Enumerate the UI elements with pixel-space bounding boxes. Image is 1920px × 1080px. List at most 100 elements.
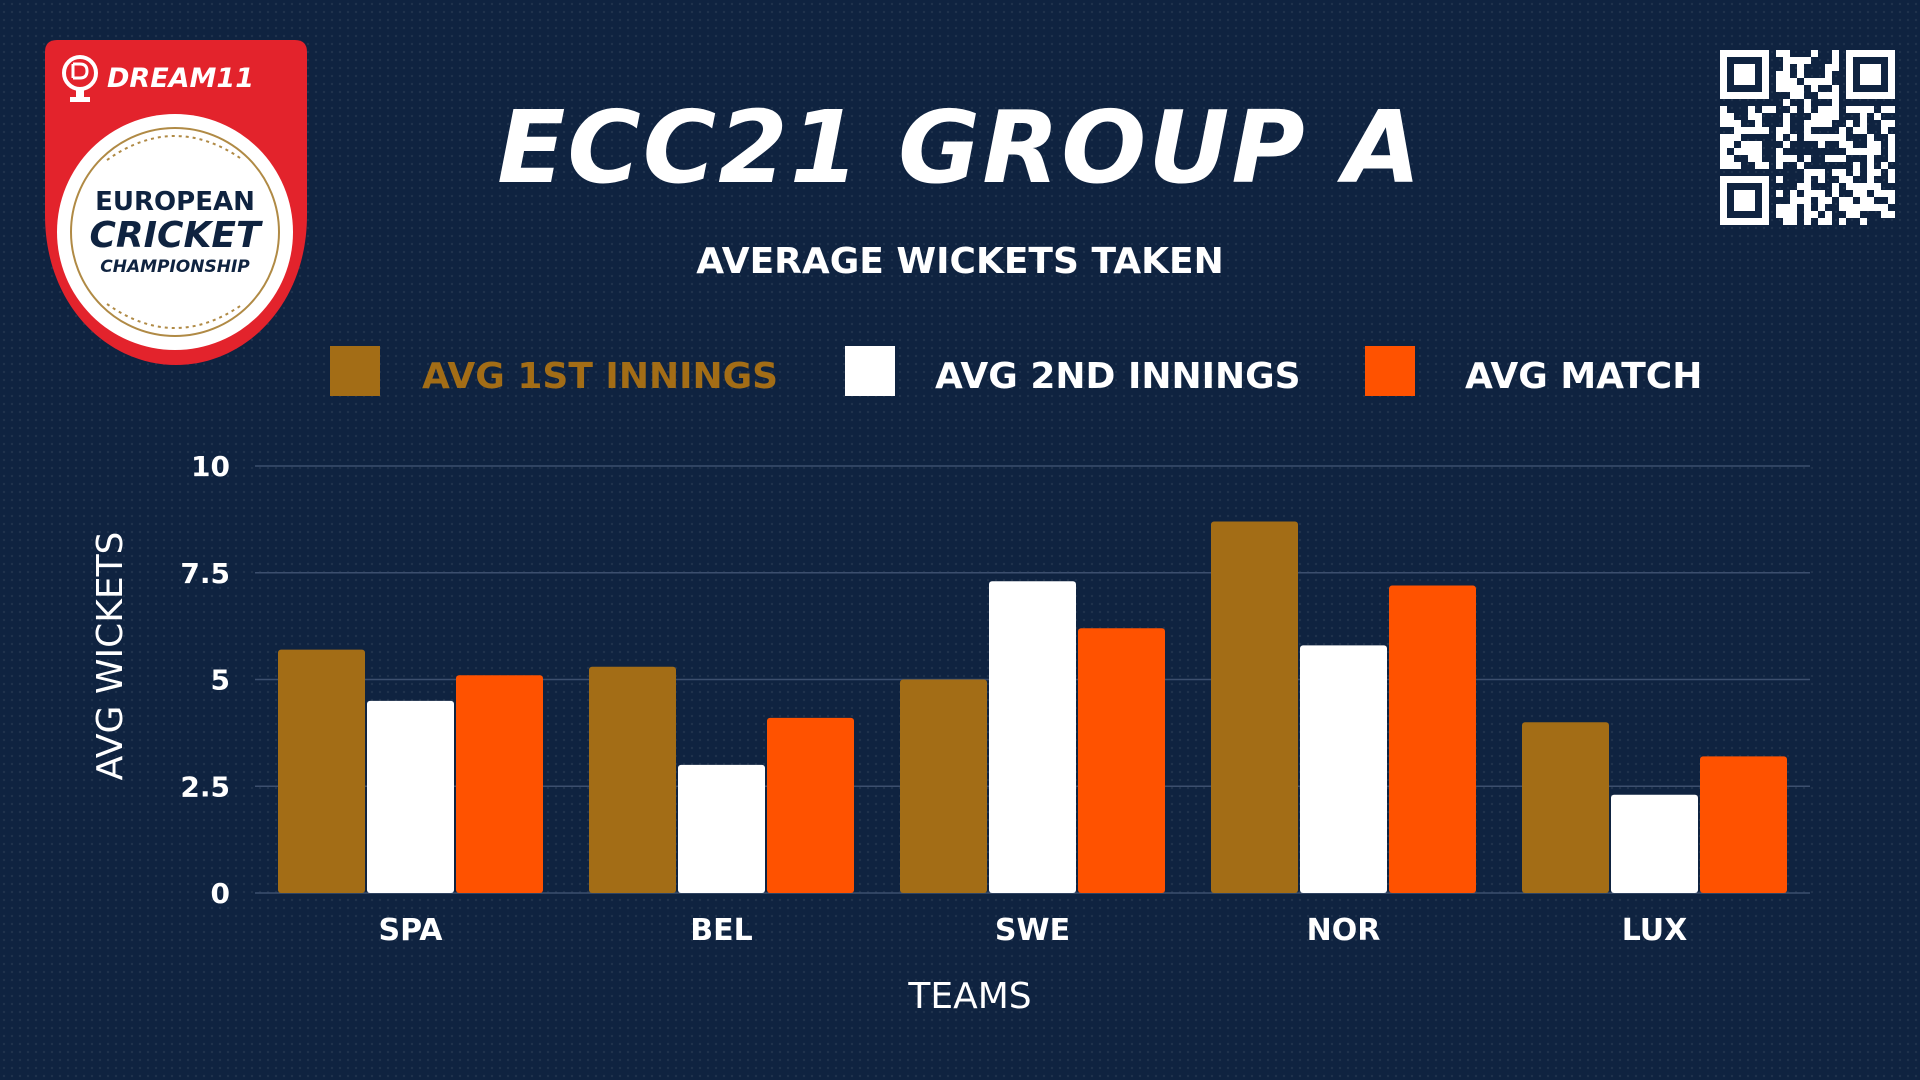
qr-module [1804, 99, 1811, 106]
qr-module [1839, 134, 1846, 141]
qr-module [1748, 127, 1755, 134]
qr-module [1790, 211, 1797, 218]
qr-module [1832, 57, 1839, 64]
qr-module [1720, 141, 1727, 148]
qr-module [1783, 218, 1790, 225]
qr-module [1748, 113, 1755, 120]
x-tick-label: SWE [995, 913, 1070, 948]
x-tick-label: NOR [1307, 913, 1381, 948]
x-axis-label: TEAMS [907, 976, 1031, 1017]
qr-module [1790, 197, 1797, 204]
qr-module [1755, 162, 1762, 169]
x-tick-label: SPA [378, 913, 443, 948]
qr-module [1853, 204, 1860, 211]
qr-module [1790, 85, 1797, 92]
qr-module [1811, 134, 1818, 141]
qr-module [1720, 162, 1727, 169]
qr-module [1867, 148, 1874, 155]
qr-module [1804, 134, 1811, 141]
qr-module [1867, 169, 1874, 176]
qr-module [1888, 197, 1895, 204]
qr-module [1720, 148, 1727, 155]
legend-label-2: AVG 2ND INNINGS [935, 356, 1301, 397]
page-title: ECC21 GROUP A [497, 89, 1423, 206]
bar-bel-series-2 [678, 764, 765, 893]
qr-module [1741, 127, 1748, 134]
qr-module [1853, 127, 1860, 134]
legend-label-3: AVG MATCH [1465, 356, 1702, 397]
qr-module [1881, 190, 1888, 197]
y-tick-label: 2.5 [180, 770, 230, 803]
qr-module [1818, 204, 1825, 211]
qr-module [1804, 190, 1811, 197]
qr-module [1825, 113, 1832, 120]
qr-module [1741, 148, 1748, 155]
qr-module [1832, 155, 1839, 162]
qr-module [1776, 190, 1783, 197]
qr-module [1783, 113, 1790, 120]
qr-module [1860, 218, 1867, 225]
y-axis-ticks: 0 2.5 5 7.5 10 [180, 450, 230, 910]
qr-module [1888, 148, 1895, 155]
qr-module [1797, 162, 1804, 169]
qr-module [1846, 176, 1853, 183]
qr-module [1846, 120, 1853, 127]
qr-module [1860, 148, 1867, 155]
qr-module [1783, 127, 1790, 134]
bar-nor-series-3 [1389, 585, 1476, 893]
qr-module [1832, 190, 1839, 197]
qr-module [1818, 134, 1825, 141]
logo-line-european: EUROPEAN [95, 187, 255, 217]
qr-module [1874, 148, 1881, 155]
qr-module [1797, 197, 1804, 204]
qr-module [1783, 85, 1790, 92]
qr-module [1867, 176, 1874, 183]
qr-module [1727, 134, 1734, 141]
qr-module [1888, 106, 1895, 113]
qr-module [1727, 120, 1734, 127]
qr-module [1832, 134, 1839, 141]
qr-module [1720, 113, 1727, 120]
qr-module [1776, 155, 1783, 162]
qr-module [1776, 204, 1783, 211]
qr-module [1748, 106, 1755, 113]
qr-module [1839, 127, 1846, 134]
qr-module [1783, 204, 1790, 211]
qr-module [1790, 190, 1797, 197]
qr-module [1825, 218, 1832, 225]
qr-module [1846, 204, 1853, 211]
qr-module [1720, 155, 1727, 162]
qr-module [1825, 134, 1832, 141]
qr-module [1860, 106, 1867, 113]
qr-module [1776, 85, 1783, 92]
qr-module [1790, 155, 1797, 162]
qr-code-icon [1720, 50, 1895, 225]
qr-module [1804, 106, 1811, 113]
qr-module [1762, 127, 1769, 134]
qr-module [1818, 218, 1825, 225]
qr-module [1790, 218, 1797, 225]
bars [278, 521, 1787, 893]
qr-module [1881, 162, 1888, 169]
qr-module [1818, 113, 1825, 120]
qr-module [1818, 106, 1825, 113]
european-cricket-championship-logo: DREAM11 EUROPEAN CRICKET CHAMPIONSHIP [45, 40, 307, 365]
qr-module [1804, 155, 1811, 162]
qr-module [1755, 120, 1762, 127]
chart-subtitle: AVERAGE WICKETS TAKEN [696, 241, 1224, 282]
y-tick-label: 7.5 [180, 557, 230, 590]
legend-swatch-1 [330, 346, 380, 396]
qr-module [1839, 204, 1846, 211]
qr-module [1860, 204, 1867, 211]
qr-module [1804, 183, 1811, 190]
qr-module [1825, 155, 1832, 162]
qr-module [1874, 190, 1881, 197]
qr-module [1797, 92, 1804, 99]
qr-module [1881, 127, 1888, 134]
qr-module [1825, 120, 1832, 127]
qr-module [1748, 155, 1755, 162]
qr-module [1832, 92, 1839, 99]
qr-module [1727, 155, 1734, 162]
qr-module [1734, 148, 1741, 155]
